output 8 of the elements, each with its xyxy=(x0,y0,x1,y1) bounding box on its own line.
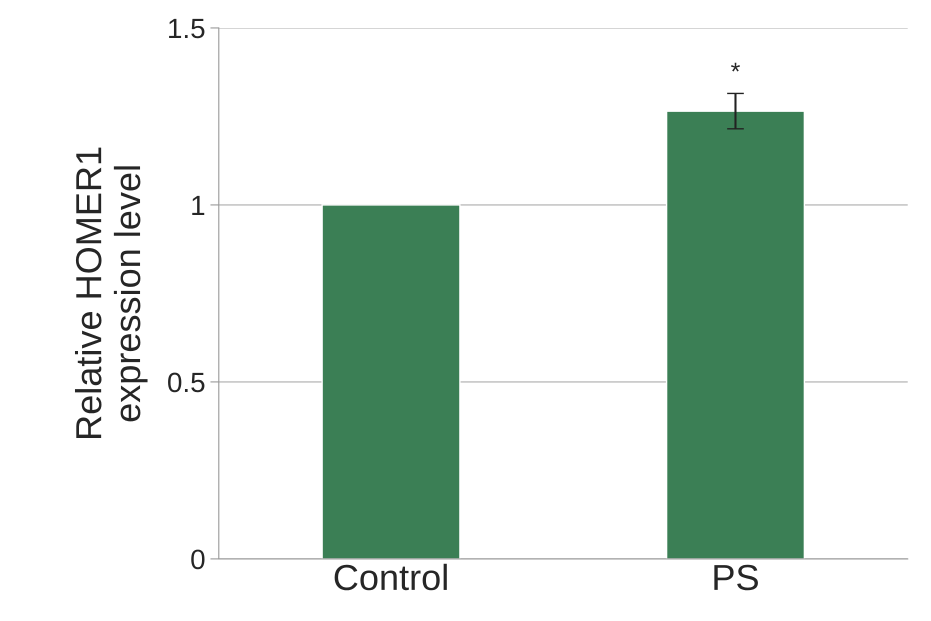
annotation: * xyxy=(731,62,740,72)
y-axis-title: Relative HOMER1 expression level xyxy=(74,148,148,438)
y-tick-label: 0.5 xyxy=(168,372,204,392)
y-tick-label: 0 xyxy=(191,550,205,570)
y-tick-label: 1 xyxy=(192,196,204,215)
x-tick-label: PS xyxy=(714,564,758,590)
y-tick-label: 1.5 xyxy=(169,18,204,38)
x-tick-label: Control xyxy=(334,564,447,590)
